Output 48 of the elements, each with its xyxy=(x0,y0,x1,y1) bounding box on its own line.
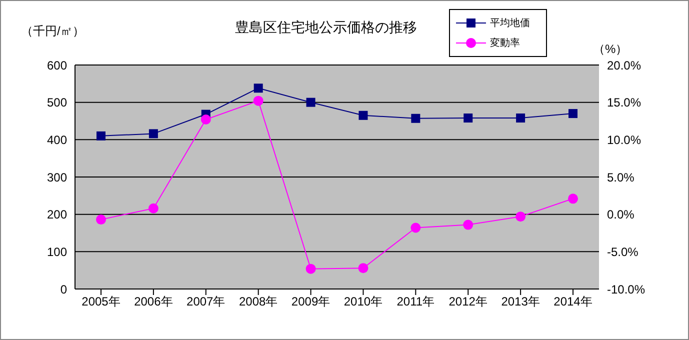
legend-label: 変動率 xyxy=(490,36,520,50)
y2-tick-label: 20.0% xyxy=(607,58,642,72)
y-tick-label: 0 xyxy=(60,282,68,296)
y-tick-label: 600 xyxy=(46,58,68,72)
y-tick-label: 200 xyxy=(46,208,68,222)
x-tick-label: 2009年 xyxy=(291,294,330,309)
point xyxy=(306,98,316,107)
point xyxy=(358,263,368,274)
y2-tick-label: 10.0% xyxy=(607,132,642,147)
point xyxy=(463,220,474,230)
y2-tick-label: 0.0% xyxy=(607,208,635,222)
point xyxy=(200,114,211,125)
point xyxy=(411,114,420,123)
point xyxy=(254,84,263,93)
x-tick-label: 2012年 xyxy=(448,294,488,309)
x-tick-label: 2010年 xyxy=(344,294,383,309)
legend-label: 平均地価 xyxy=(490,16,530,30)
y2-tick-label: -10.0% xyxy=(607,282,646,296)
point xyxy=(306,264,316,274)
point xyxy=(568,109,578,118)
point xyxy=(568,194,578,204)
x-tick-label: 2005年 xyxy=(82,294,120,309)
x-tick-label: 2013年 xyxy=(501,294,540,309)
point xyxy=(358,110,368,120)
y2-tick-label: -5.0% xyxy=(607,244,639,259)
point xyxy=(96,214,106,225)
y-tick-label: 500 xyxy=(46,96,68,110)
x-tick-label: 2011年 xyxy=(396,294,435,309)
y-tick-label: 400 xyxy=(46,132,68,147)
point xyxy=(464,114,473,123)
point xyxy=(516,114,526,123)
y-axis-title: （千円/㎡） xyxy=(21,23,84,40)
chart-title: 豊島区住宅地公示価格の推移 xyxy=(235,19,417,35)
point xyxy=(148,129,158,138)
x-tick-label: 2014年 xyxy=(554,294,592,309)
y2-tick-label: 5.0% xyxy=(607,170,635,184)
x-tick-label: 2006年 xyxy=(134,294,173,309)
x-tick-label: 2007年 xyxy=(186,294,226,309)
point xyxy=(410,222,421,233)
point xyxy=(253,96,264,106)
y2-axis-title: （%） xyxy=(593,41,628,58)
y-tick-label: 300 xyxy=(46,170,68,184)
point xyxy=(96,131,106,140)
point xyxy=(148,203,158,214)
y-tick-label: 100 xyxy=(46,244,68,259)
y2-tick-label: 15.0% xyxy=(607,96,642,110)
point xyxy=(516,212,526,222)
x-tick-label: 2008年 xyxy=(238,294,278,309)
